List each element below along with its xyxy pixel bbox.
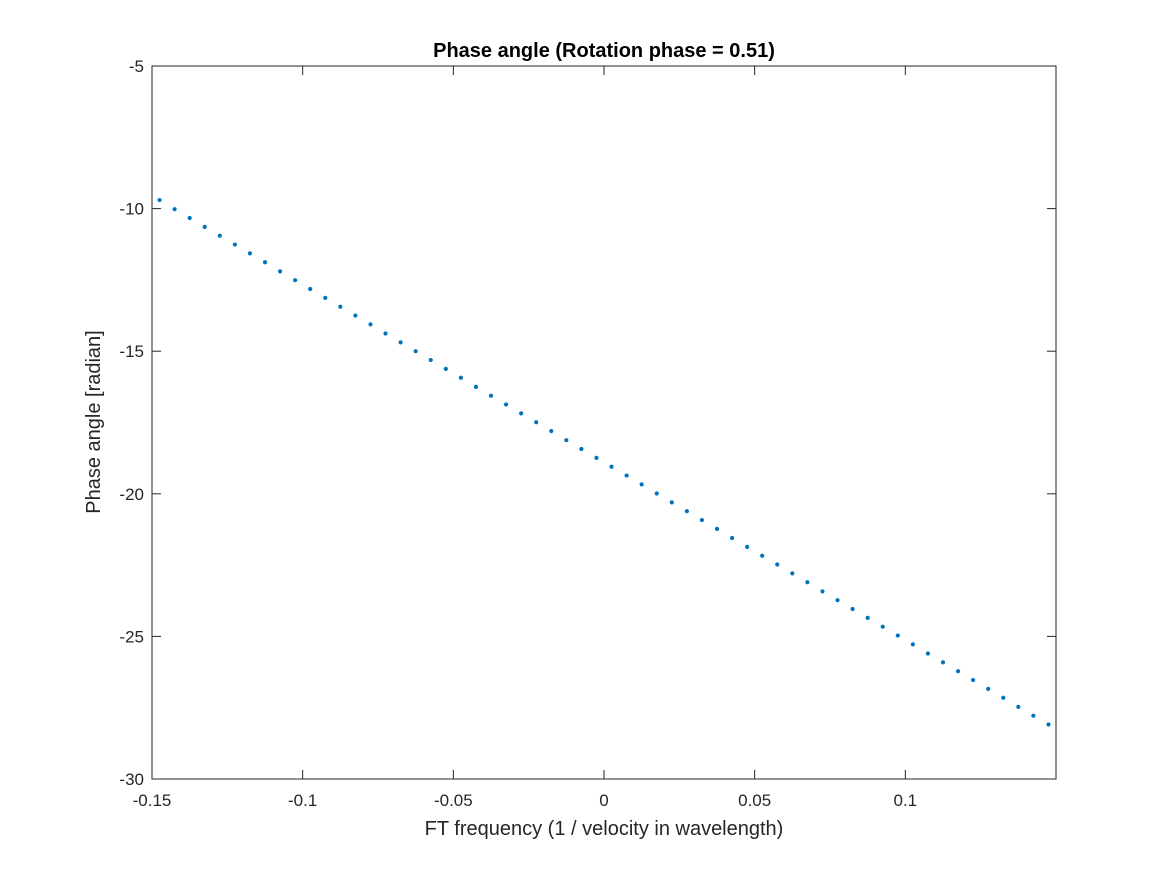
- data-point: [1016, 704, 1021, 709]
- data-point: [579, 446, 584, 452]
- x-tick-label: -0.05: [434, 791, 473, 810]
- data-point: [775, 562, 780, 567]
- y-tick-label: -5: [129, 57, 144, 76]
- x-axis-label: FT frequency (1 / velocity in wavelength…: [425, 818, 784, 840]
- axes-box: [151, 65, 1057, 780]
- data-point: [594, 455, 599, 460]
- x-tick-label: 0: [599, 791, 608, 810]
- data-point: [880, 624, 885, 629]
- data-point: [895, 633, 900, 638]
- data-point: [790, 571, 795, 576]
- data-point: [729, 535, 735, 541]
- y-axis-label: Phase angle [radian]: [83, 330, 105, 513]
- data-point: [308, 286, 313, 292]
- y-tick-label: -15: [119, 342, 144, 361]
- data-point: [986, 686, 991, 691]
- data-point: [745, 544, 750, 549]
- data-point: [202, 224, 207, 229]
- data-point: [458, 375, 463, 380]
- data-point: [519, 411, 524, 416]
- y-tick-label: -20: [119, 485, 144, 504]
- data-point: [413, 349, 418, 354]
- data-point: [488, 393, 494, 398]
- data-point: [850, 606, 855, 612]
- data-point: [323, 295, 328, 300]
- data-point: [820, 589, 825, 594]
- data-point: [564, 438, 569, 443]
- y-tick-label: -10: [119, 200, 144, 219]
- data-point: [443, 366, 448, 371]
- data-point: [247, 251, 253, 256]
- data-point: [699, 517, 705, 523]
- data-point: [971, 677, 976, 683]
- y-tick-label: -25: [119, 627, 144, 646]
- data-point: [940, 660, 946, 665]
- data-point: [368, 322, 373, 327]
- data-point: [1031, 713, 1036, 718]
- data-point: [955, 669, 961, 674]
- data-point: [1001, 695, 1006, 700]
- data-point: [232, 242, 237, 247]
- data-point: [865, 615, 870, 620]
- data-point: [835, 598, 840, 603]
- data-point: [187, 215, 192, 221]
- data-markers: [157, 197, 1051, 727]
- data-point: [172, 207, 177, 212]
- data-point: [925, 651, 931, 656]
- data-point: [473, 384, 479, 389]
- data-point: [669, 500, 674, 505]
- data-point: [624, 473, 629, 478]
- data-point: [277, 269, 283, 274]
- data-point: [910, 642, 915, 647]
- y-axis-ticks: -30 -25 -20 -15 -10 -5: [119, 57, 1056, 789]
- data-point: [353, 313, 358, 318]
- x-tick-label: 0.05: [738, 791, 771, 810]
- x-axis-ticks: -0.15 -0.1 -0.05 0 0.05 0.1: [133, 66, 918, 810]
- data-point: [654, 491, 659, 496]
- data-point: [503, 402, 509, 407]
- data-point: [684, 509, 689, 514]
- chart-title: Phase angle (Rotation phase = 0.51): [433, 40, 775, 62]
- data-point: [262, 260, 268, 265]
- data-point: [805, 580, 810, 585]
- data-point: [217, 233, 222, 238]
- y-tick-label: -30: [119, 770, 144, 789]
- data-point: [338, 304, 343, 309]
- data-point: [534, 420, 539, 425]
- data-point: [639, 482, 644, 487]
- x-tick-label: 0.1: [894, 791, 918, 810]
- data-point: [1046, 722, 1051, 727]
- data-point: [609, 464, 614, 469]
- x-tick-label: -0.15: [133, 791, 172, 810]
- data-point: [398, 340, 403, 345]
- plot-area: [152, 66, 1056, 779]
- data-point: [293, 278, 298, 283]
- data-point: [714, 526, 720, 531]
- data-point: [760, 553, 765, 558]
- data-point: [157, 197, 162, 203]
- x-tick-label: -0.1: [288, 791, 317, 810]
- data-point: [383, 331, 388, 336]
- data-point: [428, 357, 433, 363]
- data-point: [549, 428, 554, 434]
